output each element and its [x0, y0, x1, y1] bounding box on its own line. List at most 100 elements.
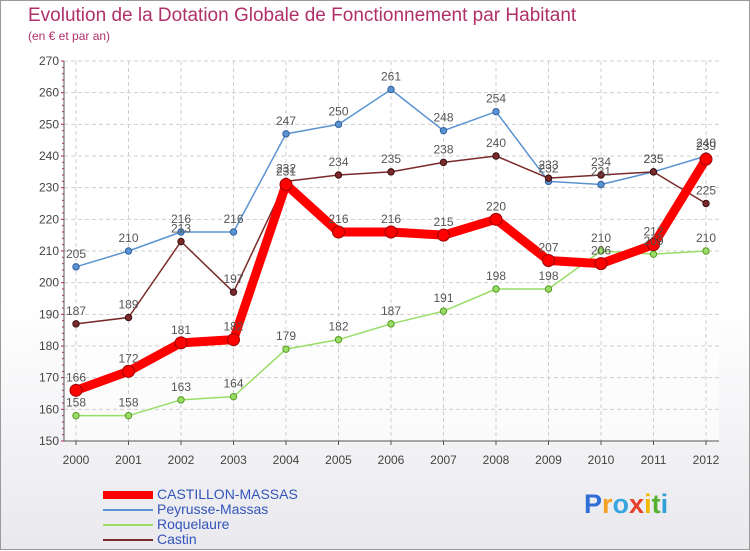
data-point — [544, 285, 553, 293]
logo-letter: P — [584, 489, 603, 519]
data-point — [439, 158, 448, 167]
logo-letter: r — [602, 489, 613, 519]
data-label: 240 — [696, 136, 716, 150]
y-tick-label: 220 — [39, 212, 59, 226]
data-point — [597, 247, 605, 255]
logo-letter: o — [612, 489, 630, 519]
y-tick-label: 200 — [39, 276, 59, 290]
data-label: 235 — [643, 152, 663, 166]
data-point — [124, 247, 133, 255]
data-point — [72, 411, 80, 420]
data-label: 235 — [643, 152, 663, 166]
data-label: 198 — [486, 269, 506, 283]
x-tick-label: 2010 — [588, 453, 615, 467]
legend-item: Roquelaure — [103, 516, 343, 532]
data-point — [124, 313, 133, 322]
data-label: 234 — [591, 155, 611, 169]
legend-swatch — [103, 490, 153, 499]
y-tick-label: 170 — [39, 371, 59, 385]
x-tick-label: 2002 — [168, 453, 195, 467]
data-label: 220 — [486, 199, 506, 213]
data-point — [229, 392, 238, 401]
logo-letter: t — [651, 489, 661, 519]
data-point — [387, 320, 395, 328]
data-label: 261 — [381, 70, 401, 84]
data-point — [492, 285, 500, 293]
legend-label: Peyrusse-Massas — [157, 501, 269, 517]
data-label: 191 — [433, 291, 453, 305]
data-label: 247 — [276, 114, 296, 128]
data-label: 158 — [66, 396, 86, 410]
chart-title: Evolution de la Dotation Globale de Fonc… — [28, 5, 577, 26]
data-label: 216 — [171, 212, 191, 226]
legend-item: Castin — [103, 531, 343, 547]
data-point — [177, 228, 185, 236]
data-point — [69, 383, 83, 397]
data-label: 216 — [381, 212, 401, 226]
legend-item: CASTILLON-MASSAS — [103, 486, 343, 502]
data-label: 163 — [171, 380, 191, 394]
x-tick-label: 2012 — [693, 453, 720, 467]
data-point — [279, 178, 293, 191]
data-label: 248 — [433, 111, 453, 125]
legend-swatch — [103, 508, 153, 511]
data-label: 240 — [486, 136, 506, 150]
data-point — [334, 335, 343, 344]
data-point — [597, 171, 605, 179]
y-tick-label: 260 — [39, 86, 59, 100]
data-point — [702, 199, 710, 208]
data-label: 187 — [66, 304, 86, 318]
data-label: 181 — [171, 323, 191, 337]
data-point — [702, 247, 710, 255]
x-tick-label: 2001 — [115, 453, 142, 467]
data-label: 207 — [538, 241, 558, 255]
data-label: 187 — [381, 304, 401, 318]
data-point — [334, 120, 343, 129]
x-tick-label: 2004 — [273, 453, 300, 467]
data-label: 231 — [591, 165, 611, 179]
legend-label: CASTILLON-MASSAS — [157, 486, 298, 502]
data-point — [177, 396, 185, 404]
data-point — [122, 364, 135, 378]
data-label: 213 — [171, 222, 191, 236]
y-tick-label: 240 — [39, 149, 59, 163]
data-label: 166 — [66, 370, 86, 384]
data-label: 250 — [328, 104, 348, 118]
data-label: 210 — [118, 231, 138, 245]
data-point — [439, 126, 448, 135]
x-tick-label: 2008 — [483, 453, 510, 467]
proxiti-logo: Proxiti — [584, 489, 668, 520]
legend-swatch — [103, 538, 153, 541]
data-point — [544, 174, 553, 182]
data-point — [334, 171, 343, 179]
y-tick-label: 270 — [39, 54, 59, 68]
data-label: 254 — [486, 92, 506, 106]
y-tick-label: 230 — [39, 181, 59, 195]
axes: 150 160 170 180 190 200 210 220 230 240 250 260 270 2… — [39, 54, 720, 467]
x-tick-label: 2000 — [63, 453, 90, 467]
data-point — [439, 307, 448, 315]
data-label: 231 — [276, 165, 296, 179]
data-label: 238 — [433, 142, 453, 156]
data-label: 158 — [118, 396, 138, 410]
y-tick-label: 180 — [39, 339, 59, 353]
data-label: 206 — [591, 244, 611, 258]
data-label: 232 — [276, 161, 296, 175]
legend: CASTILLON-MASSAS Peyrusse-Massas Roquelaur… — [103, 486, 343, 547]
data-point — [387, 85, 395, 94]
data-point — [124, 411, 133, 420]
legend-label: Roquelaure — [157, 516, 230, 532]
data-label: 215 — [433, 215, 453, 229]
x-tick-label: 2006 — [378, 453, 405, 467]
legend-item: Peyrusse-Massas — [103, 501, 343, 517]
data-point — [72, 320, 80, 328]
data-point — [489, 212, 503, 226]
data-label: 216 — [328, 212, 348, 226]
data-label: 179 — [276, 329, 296, 343]
data-label: 210 — [591, 231, 611, 245]
data-label: 198 — [538, 269, 558, 283]
data-point — [229, 288, 238, 296]
